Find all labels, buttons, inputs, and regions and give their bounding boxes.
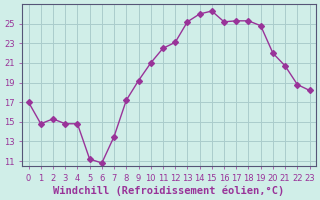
X-axis label: Windchill (Refroidissement éolien,°C): Windchill (Refroidissement éolien,°C) [53,185,285,196]
